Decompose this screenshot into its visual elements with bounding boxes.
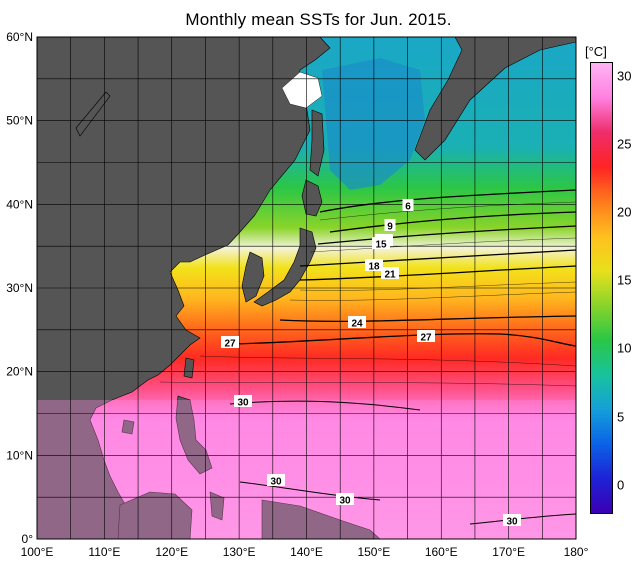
lat-tick-label: 20°N <box>6 365 33 379</box>
svg-text:30: 30 <box>339 496 351 507</box>
svg-text:9: 9 <box>387 222 393 233</box>
lat-tick-label: 10°N <box>6 448 33 462</box>
okhotsk-cold-pool <box>322 58 425 190</box>
lon-tick-label: 150°E <box>357 545 390 559</box>
colorbar-tick-label: 30 <box>617 68 632 84</box>
lat-tick-labels: 0° 10°N 20°N 30°N 40°N 50°N 60°N <box>6 30 33 546</box>
colorbar <box>590 62 613 514</box>
lon-tick-label: 180° <box>564 545 589 559</box>
svg-text:27: 27 <box>224 339 236 350</box>
colorbar-unit: [°C] <box>585 44 607 59</box>
contour-label: 30 <box>336 493 354 507</box>
lon-tick-labels: 100°E 110°E 120°E 130°E 140°E 150°E 160°E 170°E… <box>21 545 589 559</box>
minor-contours <box>159 201 576 387</box>
svg-text:15: 15 <box>375 240 387 251</box>
lon-tick-label: 120°E <box>155 545 188 559</box>
graticule <box>37 37 576 539</box>
lon-tick-label: 160°E <box>425 545 458 559</box>
svg-text:18: 18 <box>368 262 380 273</box>
lon-tick-label: 100°E <box>21 545 54 559</box>
contour-label: 6 <box>402 199 414 213</box>
colorbar-tick-label: 25 <box>617 136 632 152</box>
contour-label: 21 <box>381 267 399 281</box>
lat-tick-label: 0° <box>22 532 34 546</box>
lat-tick-label: 50°N <box>6 114 33 128</box>
lon-tick-label: 170°E <box>492 545 525 559</box>
map-title: Monthly mean SSTs for Jun. 2015. <box>185 10 452 29</box>
lat-tick-label: 30°N <box>6 281 33 295</box>
contour-label: 30 <box>234 395 252 409</box>
sea-ice-area <box>281 71 323 109</box>
contour-label: 18 <box>365 259 383 273</box>
colorbar-tick-label: 5 <box>617 409 625 425</box>
plot-border <box>36 36 577 540</box>
contour-label: 15 <box>372 237 390 251</box>
contour-label: 9 <box>384 219 396 233</box>
colorbar-tick-label: 10 <box>617 340 632 356</box>
lon-tick-label: 130°E <box>223 545 256 559</box>
svg-text:24: 24 <box>351 319 363 330</box>
contour-label: 27 <box>417 330 435 344</box>
colorbar-tick-label: 15 <box>617 272 632 288</box>
svg-text:6: 6 <box>405 202 411 213</box>
contour-label: 27 <box>221 336 239 350</box>
contour-label: 30 <box>503 514 521 528</box>
svg-text:30: 30 <box>237 398 249 409</box>
svg-text:21: 21 <box>384 270 396 281</box>
lon-tick-label: 110°E <box>88 545 120 559</box>
lat-tick-label: 40°N <box>6 197 33 211</box>
contour-labels: 691215182124272730303030 <box>221 199 521 528</box>
svg-text:27: 27 <box>420 333 432 344</box>
lon-tick-label: 140°E <box>290 545 323 559</box>
isotherm-contours <box>229 189 576 525</box>
lat-tick-label: 60°N <box>6 30 33 44</box>
colorbar-tick-label: 0 <box>617 477 625 493</box>
contour-label: 30 <box>267 474 285 488</box>
contour-label: 24 <box>348 316 366 330</box>
svg-text:30: 30 <box>506 517 518 528</box>
colorbar-tick-label: 20 <box>617 204 632 220</box>
svg-text:30: 30 <box>270 477 282 488</box>
